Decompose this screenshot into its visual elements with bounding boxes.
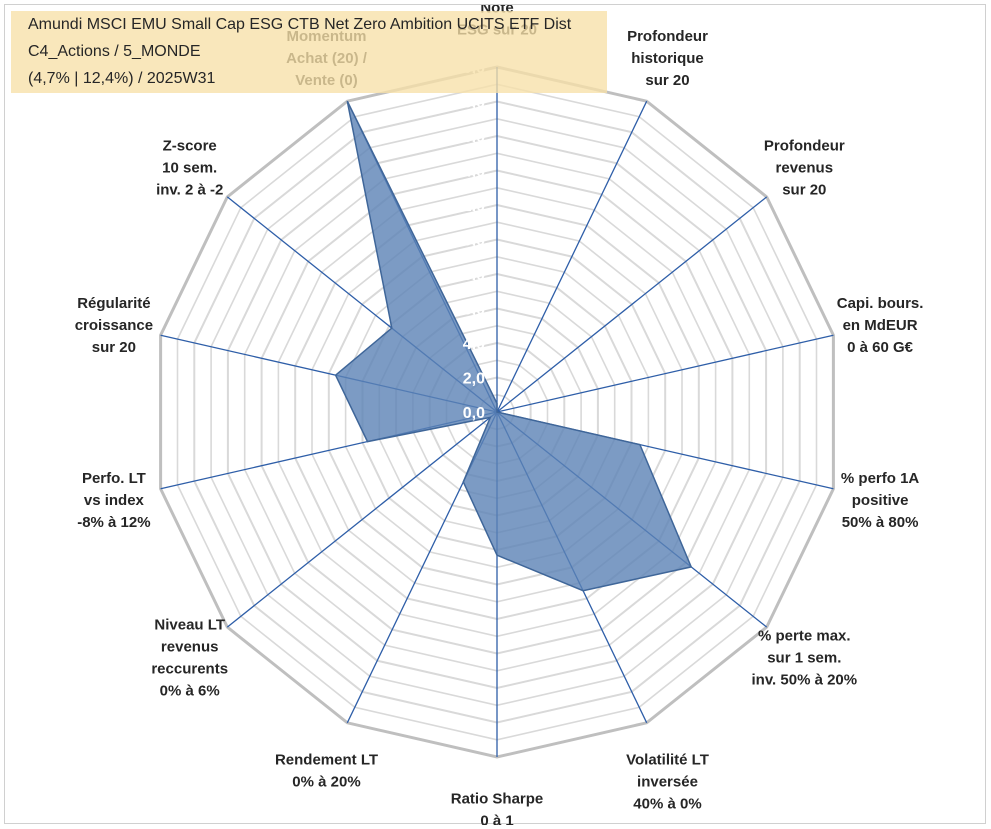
axis-label-6: % perte max. sur 1 sem. inv. 50% à 20% [751,627,857,688]
spoke-3 [496,196,768,413]
tick-label-8: 16,0 [454,129,485,146]
tick-label-3: 6,0 [463,302,485,319]
axis-label-10: Niveau LT revenus reccurents 0% à 6% [151,616,228,699]
spoke-2 [496,100,648,413]
tick-label-5: 10,0 [454,233,485,250]
tick-label-0: 0,0 [463,405,485,422]
tick-label-9: 18,0 [454,95,485,112]
axis-label-12: Régularité croissance sur 20 [75,295,153,356]
title-line-1: Amundi MSCI EMU Small Cap ESG CTB Net Ze… [28,16,572,33]
tick-label-2: 4,0 [463,336,485,353]
radar-chart: 0,02,04,06,08,010,012,014,016,018,020,0N… [75,5,924,825]
axis-label-3: Profondeur revenus sur 20 [764,137,845,198]
spoke-10 [226,411,498,628]
title-line-2: C4_Actions / 5_MONDE [28,43,201,60]
axis-label-8: Ratio Sharpe 0 à 1 [451,790,544,825]
axis-label-4: Capi. bours. en MdEUR 0 à 60 G€ [837,295,924,356]
tick-label-7: 14,0 [454,164,485,181]
axis-label-9: Rendement LT 0% à 20% [275,751,378,790]
axis-label-2: Profondeur historique sur 20 [627,28,708,89]
spoke-4 [496,334,834,413]
axis-label-11: Perfo. LT vs index -8% à 12% [77,470,150,531]
tick-label-1: 2,0 [463,371,485,388]
tick-label-6: 12,0 [454,198,485,215]
chart-title: Amundi MSCI EMU Small Cap ESG CTB Net Ze… [11,11,607,93]
chart-frame: 0,02,04,06,08,010,012,014,016,018,020,0N… [4,4,986,825]
data-area [334,100,693,592]
axis-label-5: % perfo 1A positive 50% à 80% [841,470,920,531]
title-line-3: (4,7% | 12,4%) / 2025W31 [28,70,216,87]
axis-label-7: Volatilité LT inversée 40% à 0% [626,751,709,812]
axis-label-13: Z-score 10 sem. inv. 2 à -2 [156,137,223,198]
tick-label-4: 8,0 [463,267,485,284]
